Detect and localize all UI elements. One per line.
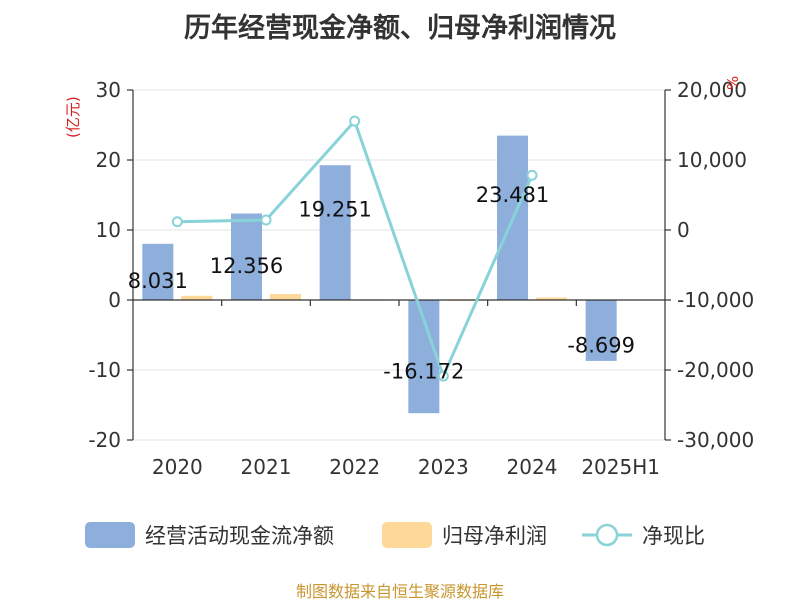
left-tick-label: 20 xyxy=(96,148,121,172)
legend-swatch-cash xyxy=(85,522,135,548)
cash-flow-data-label: -16.172 xyxy=(383,360,464,384)
net-profit-bar xyxy=(536,297,567,300)
category-label: 2024 xyxy=(507,455,558,479)
bars xyxy=(142,135,617,414)
ratio-line xyxy=(171,115,538,382)
category-label: 2020 xyxy=(152,455,203,479)
source-note: 制图数据来自恒生聚源数据库 xyxy=(295,582,504,601)
right-tick-label: 20,000 xyxy=(677,78,747,102)
right-axis-unit: % xyxy=(724,76,742,90)
legend-label-cash: 经营活动现金流净额 xyxy=(145,524,334,548)
ratio-point xyxy=(260,214,272,226)
legend: 经营活动现金流净额 归母净利润 净现比 xyxy=(85,522,705,548)
chart-title: 历年经营现金净额、归母净利润情况 xyxy=(184,13,616,44)
legend-swatch-profit xyxy=(382,522,432,548)
category-label: 2022 xyxy=(329,455,380,479)
axes: 30 20 10 0 -10 -20 20,000 10,000 0 -10,000 -20,000… xyxy=(88,78,754,479)
left-tick-label: 0 xyxy=(108,288,121,312)
right-tick-label: 0 xyxy=(677,218,690,242)
net-profit-bar xyxy=(181,295,213,300)
cash-flow-data-label: 12.356 xyxy=(210,254,283,278)
cash-flow-data-label: 23.481 xyxy=(476,183,549,207)
right-tick-label: -10,000 xyxy=(677,288,754,312)
right-tick-label: 10,000 xyxy=(677,148,747,172)
left-tick-label: 30 xyxy=(96,78,121,102)
left-tick-label: -20 xyxy=(88,428,121,452)
net-profit-bar xyxy=(270,294,301,300)
cash-flow-data-label: 8.031 xyxy=(128,269,188,293)
category-label: 2021 xyxy=(241,455,292,479)
left-tick-label: 10 xyxy=(96,218,121,242)
right-tick-label: -20,000 xyxy=(677,358,754,382)
legend-marker-ratio xyxy=(595,523,619,547)
right-tick-label: -30,000 xyxy=(677,428,754,452)
legend-label-profit: 归母净利润 xyxy=(442,524,547,548)
cash-flow-data-label: 19.251 xyxy=(298,198,371,222)
category-label: 2025H1 xyxy=(581,455,660,479)
cash-flow-bar xyxy=(231,213,262,300)
ratio-point xyxy=(349,115,361,127)
cash-flow-bar xyxy=(585,300,617,361)
ratio-point xyxy=(526,169,538,181)
data-labels: 8.031 12.356 19.251 -16.172 23.481 -8.699 xyxy=(128,183,635,384)
ratio-point xyxy=(437,370,449,382)
ratio-point xyxy=(171,216,183,228)
cash-flow-data-label: -8.699 xyxy=(567,333,635,357)
ratio-line-path xyxy=(177,118,534,381)
left-axis-unit: (亿元) xyxy=(64,96,82,138)
cash-flow-bar xyxy=(142,243,174,300)
legend-label-ratio: 净现比 xyxy=(642,524,705,548)
cash-flow-bar xyxy=(319,165,351,300)
category-label: 2023 xyxy=(418,455,469,479)
left-tick-label: -10 xyxy=(88,358,121,382)
